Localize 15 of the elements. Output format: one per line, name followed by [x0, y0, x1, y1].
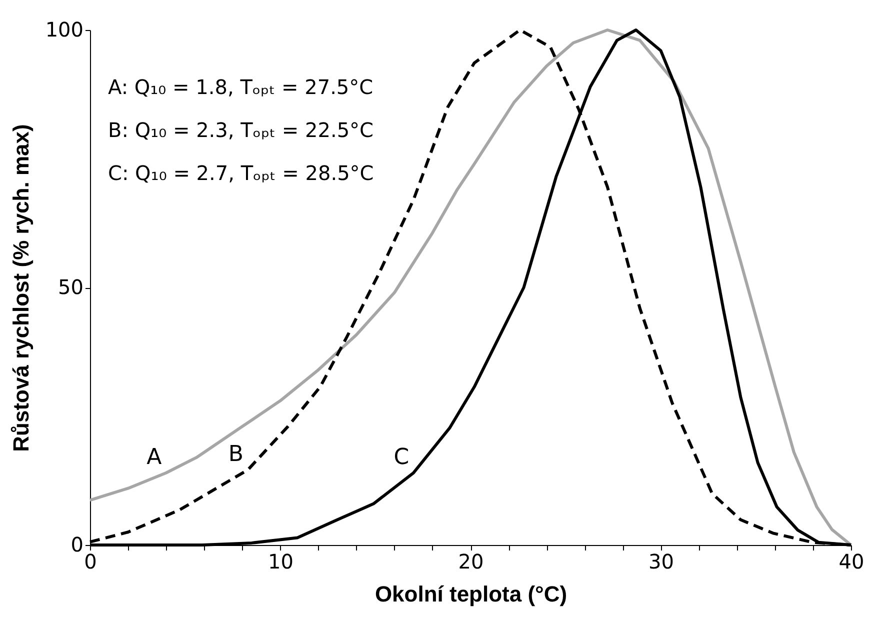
- x-axis-title: Okolní teplota (°C): [374, 582, 568, 606]
- x-tick-label: 30: [648, 550, 674, 574]
- y-tick-label: 100: [45, 18, 84, 42]
- series-label: C: [394, 444, 410, 470]
- annotation: C: Q₁₀ = 2.7, Tₒₚₜ = 28.5°C: [108, 161, 374, 185]
- y-tick-label: 0: [70, 532, 84, 556]
- x-tick-label: 10: [268, 550, 294, 574]
- y-axis-title: Růstová rychlost (% rych. max): [8, 124, 34, 452]
- x-tick-label: 20: [458, 550, 484, 574]
- series-label: B: [228, 442, 244, 467]
- annotation: B: Q₁₀ = 2.3, Tₒₚₜ = 22.5°C: [108, 118, 374, 142]
- y-tick-label: 50: [58, 275, 84, 299]
- x-tick-label: 40: [838, 550, 864, 574]
- annotation: A: Q₁₀ = 1.8, Tₒₚₜ = 27.5°C: [108, 75, 374, 99]
- series-label: A: [146, 444, 162, 470]
